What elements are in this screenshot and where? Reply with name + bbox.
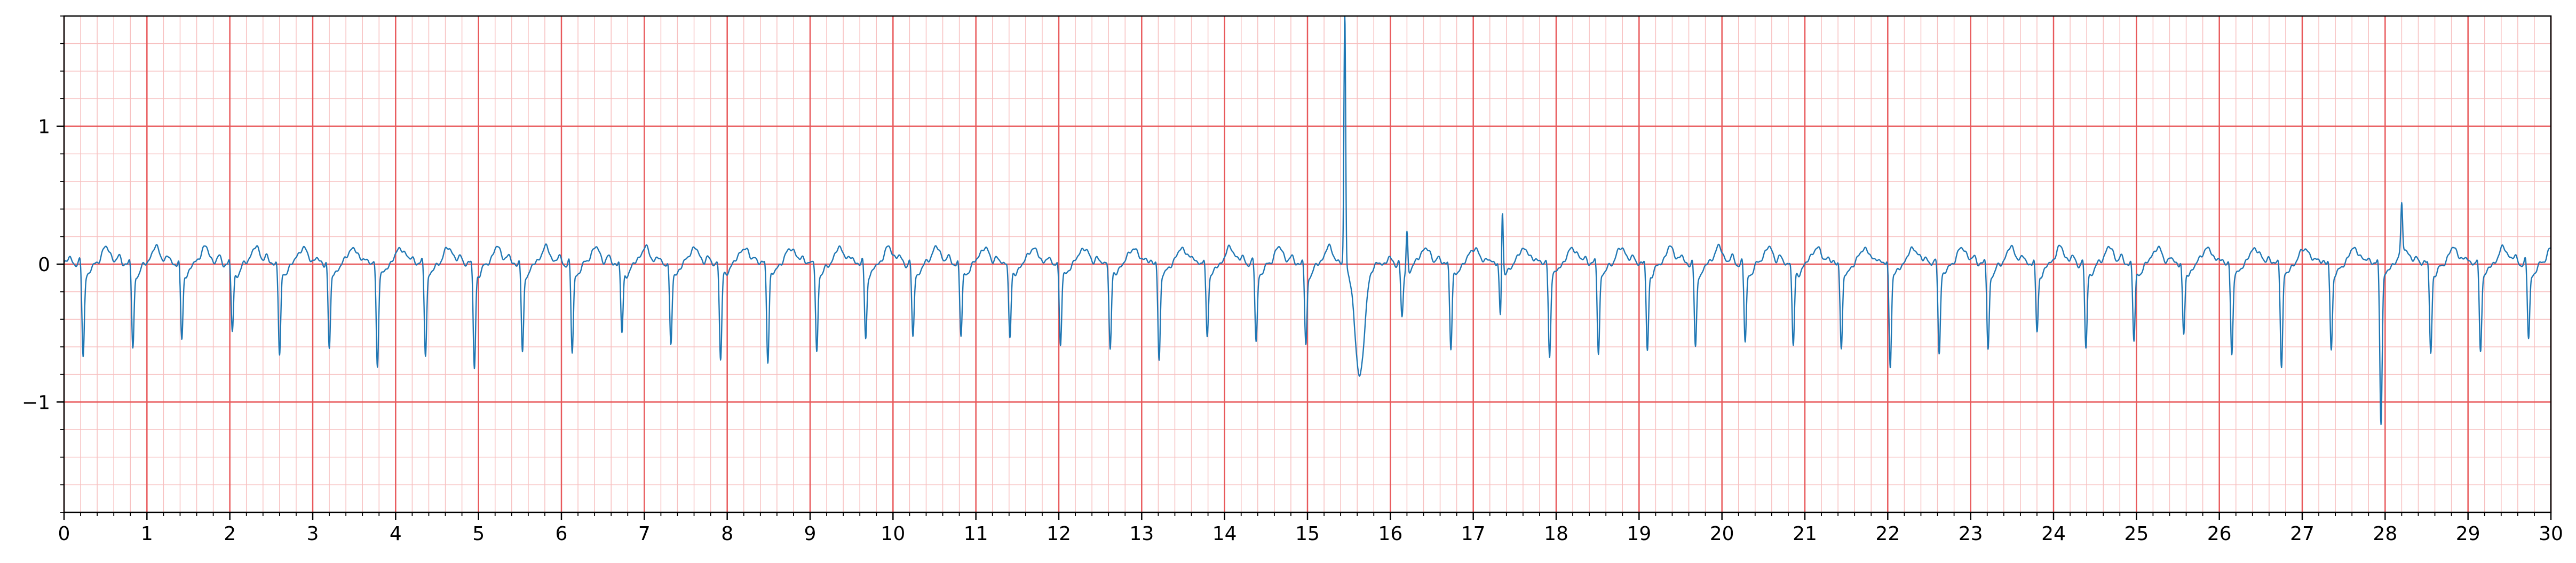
x-axis: 0 1 2 3 4 5 6 7 8 9 10 11 12 13 14 15 16 17 18 19 20 21 22 23 24… xyxy=(58,512,2563,545)
x-tick-label: 22 xyxy=(1875,523,1900,545)
x-tick-label: 27 xyxy=(2290,523,2315,545)
x-tick-label: 21 xyxy=(1793,523,1817,545)
x-tick-label: 3 xyxy=(307,523,319,545)
x-tick-label: 19 xyxy=(1627,523,1651,545)
y-axis: 1 0 −1 xyxy=(22,16,64,512)
x-tick-label: 24 xyxy=(2041,523,2066,545)
x-tick-label: 4 xyxy=(390,523,402,545)
x-tick-label: 26 xyxy=(2207,523,2232,545)
x-tick-label: 13 xyxy=(1129,523,1154,545)
x-tick-label: 15 xyxy=(1295,523,1320,545)
x-tick-label: 1 xyxy=(141,523,153,545)
y-tick-label: −1 xyxy=(22,392,50,414)
y-tick-label: 0 xyxy=(38,254,50,276)
x-tick-label: 20 xyxy=(1710,523,1734,545)
x-tick-label: 0 xyxy=(58,523,70,545)
x-tick-label: 12 xyxy=(1047,523,1071,545)
x-tick-label: 6 xyxy=(556,523,568,545)
x-tick-label: 23 xyxy=(1959,523,1983,545)
x-tick-label: 17 xyxy=(1461,523,1486,545)
x-tick-label: 8 xyxy=(721,523,733,545)
x-tick-label: 18 xyxy=(1544,523,1568,545)
x-tick-label: 25 xyxy=(2124,523,2149,545)
y-tick-label: 1 xyxy=(38,116,50,138)
x-tick-label: 16 xyxy=(1378,523,1402,545)
x-tick-label: 11 xyxy=(964,523,988,545)
x-tick-label: 5 xyxy=(472,523,485,545)
x-tick-label: 14 xyxy=(1212,523,1237,545)
x-tick-label: 7 xyxy=(638,523,651,545)
x-tick-label: 28 xyxy=(2373,523,2397,545)
x-tick-label: 29 xyxy=(2456,523,2480,545)
x-tick-label: 2 xyxy=(224,523,236,545)
x-tick-label: 9 xyxy=(804,523,817,545)
x-tick-label: 10 xyxy=(881,523,905,545)
x-tick-label: 30 xyxy=(2539,523,2563,545)
